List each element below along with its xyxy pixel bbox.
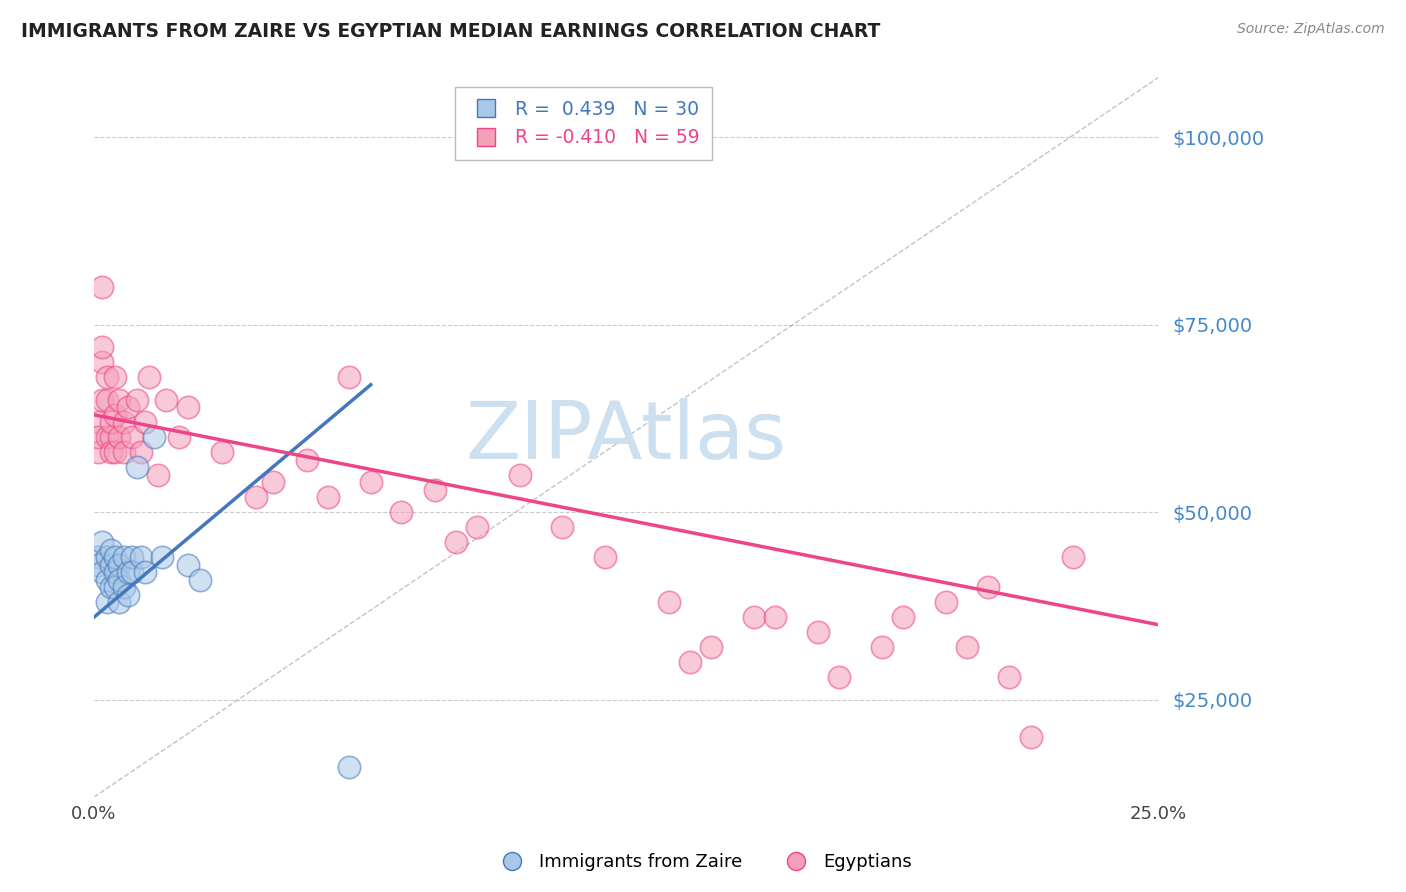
Point [444,535,467,549]
Point [465,520,488,534]
Point [87,430,110,444]
Point [1019,730,1042,744]
Point [763,610,786,624]
Point [87,415,110,429]
Point [211,445,233,459]
Point [104,550,127,565]
Point [262,475,284,490]
Point [121,550,143,565]
Point [104,566,127,580]
Point [150,550,173,565]
Point [138,370,160,384]
Legend: R =  0.439   N = 30, R = -0.410   N = 59: R = 0.439 N = 30, R = -0.410 N = 59 [454,87,713,161]
Point [121,566,143,580]
Point [104,370,127,384]
Point [956,640,979,655]
Point [108,573,131,587]
Point [134,415,156,429]
Point [245,490,267,504]
Point [96,550,118,565]
Point [339,370,361,384]
Point [91,355,114,369]
Point [509,467,531,482]
Point [108,430,131,444]
Point [91,280,114,294]
Point [100,580,122,594]
Point [998,670,1021,684]
Point [891,610,914,624]
Point [96,573,118,587]
Point [104,445,127,459]
Point [129,550,152,565]
Point [108,595,131,609]
Point [742,610,765,624]
Point [100,445,122,459]
Point [176,401,198,415]
Point [125,460,148,475]
Point [828,670,851,684]
Point [91,340,114,354]
Point [977,580,1000,594]
Point [935,595,957,609]
Point [87,550,110,565]
Point [155,392,177,407]
Point [423,483,446,497]
Point [339,760,361,774]
Point [316,490,339,504]
Point [125,392,148,407]
Point [679,655,702,669]
Point [100,542,122,557]
Point [117,588,139,602]
Point [389,505,412,519]
Point [146,467,169,482]
Text: Source: ZipAtlas.com: Source: ZipAtlas.com [1237,22,1385,37]
Point [190,573,212,587]
Point [100,430,122,444]
Point [104,408,127,422]
Point [295,452,318,467]
Point [112,415,135,429]
Point [91,566,114,580]
Point [360,475,382,490]
Point [87,558,110,572]
Point [593,550,616,565]
Point [108,558,131,572]
Point [112,580,135,594]
Legend: Immigrants from Zaire, Egyptians: Immigrants from Zaire, Egyptians [486,847,920,879]
Point [104,580,127,594]
Point [134,566,156,580]
Point [100,415,122,429]
Point [167,430,190,444]
Point [100,558,122,572]
Point [96,370,118,384]
Point [176,558,198,572]
Point [108,392,131,407]
Point [96,392,118,407]
Point [121,430,143,444]
Point [807,625,830,640]
Point [700,640,723,655]
Point [1062,550,1084,565]
Point [112,550,135,565]
Point [91,535,114,549]
Point [87,445,110,459]
Point [129,445,152,459]
Point [870,640,893,655]
Point [117,401,139,415]
Point [551,520,574,534]
Point [96,430,118,444]
Point [96,595,118,609]
Point [142,430,165,444]
Text: IMMIGRANTS FROM ZAIRE VS EGYPTIAN MEDIAN EARNINGS CORRELATION CHART: IMMIGRANTS FROM ZAIRE VS EGYPTIAN MEDIAN… [21,22,880,41]
Point [91,392,114,407]
Point [658,595,681,609]
Text: ZIPAtlas: ZIPAtlas [465,399,787,476]
Point [117,566,139,580]
Point [112,445,135,459]
